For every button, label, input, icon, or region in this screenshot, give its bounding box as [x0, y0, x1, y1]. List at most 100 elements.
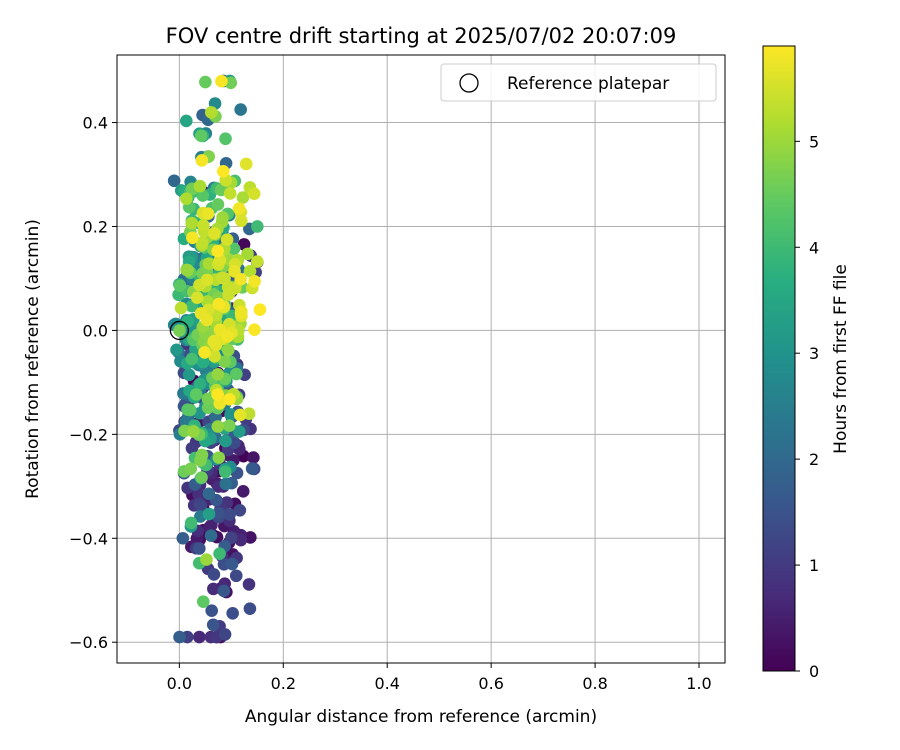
scatter-point — [202, 487, 216, 501]
x-axis-label: Angular distance from reference (arcmin) — [245, 707, 597, 727]
scatter-point — [173, 279, 187, 292]
scatter-point — [204, 529, 218, 542]
scatter-point — [234, 306, 248, 320]
scatter-point — [220, 233, 234, 246]
scatter-point — [183, 403, 197, 417]
scatter-point — [193, 179, 207, 193]
scatter-point — [212, 507, 225, 520]
scatter-point — [224, 76, 238, 90]
scatter-point — [218, 465, 232, 479]
x-tick-label: 0.2 — [271, 674, 296, 693]
x-tick-label: 0.4 — [374, 674, 399, 693]
scatter-point — [179, 114, 193, 128]
reference-platepar-marker — [169, 320, 190, 341]
scatter-point — [232, 202, 246, 215]
scatter-point — [211, 368, 225, 381]
scatter-point — [194, 129, 208, 143]
y-tick-label: −0.4 — [69, 529, 108, 548]
scatter-point — [197, 218, 210, 232]
y-tick-label: −0.2 — [69, 425, 108, 444]
scatter-point — [230, 367, 243, 381]
scatter-point — [207, 582, 220, 596]
scatter-point — [233, 408, 247, 422]
scatter-point — [223, 508, 236, 521]
scatter-point — [247, 187, 261, 200]
scatter-point — [211, 244, 224, 258]
colorbar-tick-label: 0 — [809, 662, 819, 681]
scatter-point — [167, 174, 181, 188]
scatter-point — [216, 164, 230, 178]
scatter-point — [239, 157, 253, 171]
colorbar-tick-label: 4 — [809, 238, 819, 257]
scatter-point — [222, 419, 236, 432]
scatter-point — [236, 485, 250, 498]
scatter-point — [200, 553, 213, 566]
scatter-point — [173, 630, 186, 644]
scatter-point — [180, 192, 193, 205]
x-axis: 0.0 0.2 0.4 0.6 0.8 1.0 — [167, 663, 712, 693]
scatter-point — [190, 291, 204, 305]
scatter-point — [194, 499, 208, 513]
scatter-point — [222, 288, 235, 301]
colorbar-label: Hours from first FF file — [831, 264, 851, 454]
scatter-point — [226, 607, 239, 620]
scatter-point — [211, 388, 224, 401]
scatter-point — [253, 303, 267, 316]
scatter-point — [202, 257, 216, 270]
scatter-point — [185, 352, 199, 366]
scatter-point — [208, 334, 221, 348]
scatter-point — [248, 323, 261, 336]
scatter-point — [218, 272, 231, 285]
y-tick-label: 0.2 — [83, 217, 108, 236]
y-tick-label: 0.0 — [83, 321, 108, 340]
colorbar: 0 1 2 3 4 5 Hours from first FF file — [762, 45, 851, 681]
colorbar-tick-label: 3 — [809, 344, 819, 363]
y-tick-label: 0.4 — [83, 114, 108, 133]
scatter-point — [221, 343, 235, 357]
scatter-point — [204, 106, 218, 119]
scatter-point — [245, 462, 259, 475]
colorbar-gradient — [762, 45, 796, 672]
scatter-point — [224, 408, 237, 421]
scatter-point — [236, 191, 250, 204]
scatter-point — [208, 350, 221, 363]
scatter-point — [185, 216, 198, 230]
scatter-point — [211, 198, 225, 211]
scatter-point — [193, 377, 207, 391]
scatter-point — [234, 103, 247, 116]
scatter-point — [195, 448, 209, 462]
scatter-point — [178, 424, 191, 438]
scatter-point — [181, 263, 194, 277]
scatter-point — [234, 533, 248, 547]
scatter-point — [176, 531, 190, 545]
scatter-point — [223, 393, 236, 406]
scatter-point — [251, 255, 264, 268]
y-axis: 0.4 0.2 0.0 −0.2 −0.4 −0.6 — [69, 114, 117, 652]
scatter-point — [182, 368, 196, 382]
plot-frame — [116, 54, 726, 664]
scatter-point — [189, 388, 203, 401]
colorbar-tick-label: 1 — [809, 556, 819, 575]
scatter-point — [221, 330, 234, 343]
scatter-point — [202, 507, 216, 521]
scatter-point — [195, 471, 208, 484]
scatter-point — [201, 401, 215, 414]
scatter-point — [234, 273, 248, 286]
scatter-point — [187, 425, 200, 438]
x-tick-label: 1.0 — [686, 674, 711, 693]
scatter-point — [170, 343, 183, 357]
scatter-point — [199, 75, 212, 89]
scatter-point — [244, 531, 257, 544]
colorbar-ticks: 0 1 2 3 4 5 — [795, 132, 819, 681]
scatter-point — [248, 274, 261, 288]
scatter-point — [247, 451, 260, 464]
scatter-point — [212, 297, 226, 311]
scatter-point — [215, 74, 228, 88]
scatter-point — [201, 392, 215, 406]
scatter-point — [219, 477, 233, 491]
colorbar-tick-label: 2 — [809, 450, 819, 469]
scatter-point — [185, 441, 199, 455]
legend-label-reference-platepar: Reference platepar — [507, 74, 669, 94]
scatter-point — [195, 154, 209, 167]
